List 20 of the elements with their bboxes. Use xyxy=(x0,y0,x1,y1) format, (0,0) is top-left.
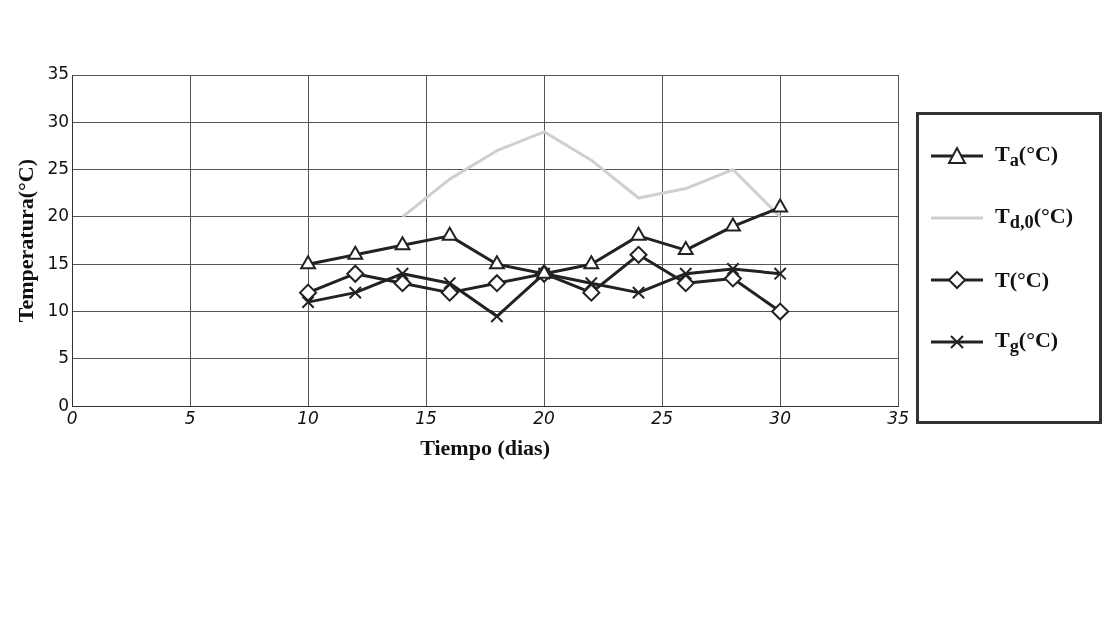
x-tick-label: 35 xyxy=(887,407,909,428)
y-tick-label: 35 xyxy=(47,63,70,84)
x-tick-label: 25 xyxy=(651,407,673,428)
y-axis-title: Temperatura(°C) xyxy=(12,159,38,323)
x-tick-label: 5 xyxy=(184,407,196,428)
legend-label: T(°C) xyxy=(995,267,1050,293)
y-tick-label: 25 xyxy=(47,158,70,179)
y-tick-label: 5 xyxy=(58,347,70,368)
y-tick-label: 10 xyxy=(47,299,70,320)
x-tick-label: 10 xyxy=(297,407,319,428)
y-tick-label: 30 xyxy=(47,110,70,131)
legend-label: T$_{d,0}$(°C) xyxy=(995,202,1073,234)
x-tick-label: 30 xyxy=(769,407,791,428)
x-tick-label: 15 xyxy=(415,407,437,428)
legend-label: T$_{a}$(°C) xyxy=(995,140,1059,172)
legend-label: T$_{g}$(°C) xyxy=(995,326,1059,358)
y-tick-label: 15 xyxy=(47,252,70,273)
x-tick-label: 20 xyxy=(533,407,555,428)
y-tick-label: 20 xyxy=(47,205,70,226)
x-axis-title: Tiempo (dias) xyxy=(420,435,550,461)
